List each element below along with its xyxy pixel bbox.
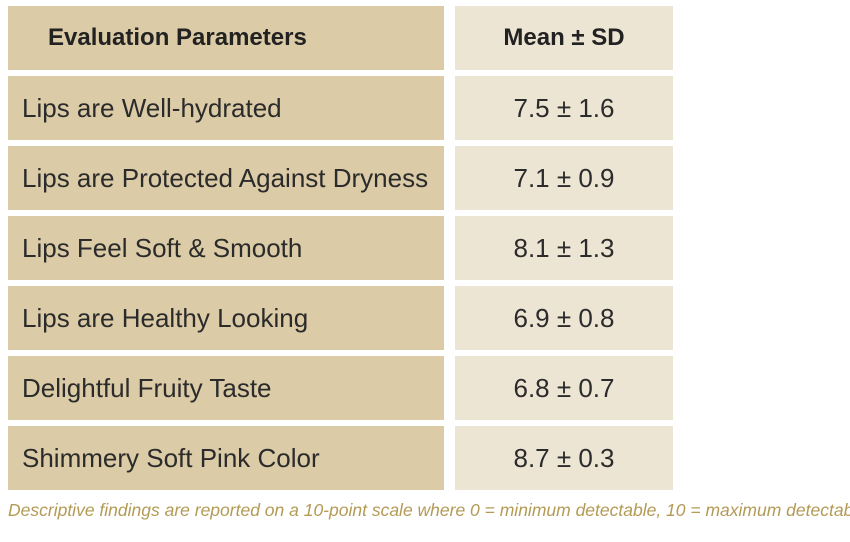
- parameter-cell: Delightful Fruity Taste: [8, 356, 444, 420]
- value-cell: 8.1 ± 1.3: [455, 216, 673, 280]
- parameter-cell: Lips are Healthy Looking: [8, 286, 444, 350]
- header-evaluation-parameters: Evaluation Parameters: [8, 6, 444, 70]
- value-cell: 6.8 ± 0.7: [455, 356, 673, 420]
- parameter-cell: Lips are Well-hydrated: [8, 76, 444, 140]
- value-cell: 6.9 ± 0.8: [455, 286, 673, 350]
- parameter-cell: Shimmery Soft Pink Color: [8, 426, 444, 490]
- parameter-cell: Lips are Protected Against Dryness: [8, 146, 444, 210]
- value-cell: 7.1 ± 0.9: [455, 146, 673, 210]
- value-cell: 7.5 ± 1.6: [455, 76, 673, 140]
- table-footnote: Descriptive findings are reported on a 1…: [8, 500, 850, 521]
- parameter-cell: Lips Feel Soft & Smooth: [8, 216, 444, 280]
- header-mean-sd: Mean ± SD: [455, 6, 673, 70]
- value-cell: 8.7 ± 0.3: [455, 426, 673, 490]
